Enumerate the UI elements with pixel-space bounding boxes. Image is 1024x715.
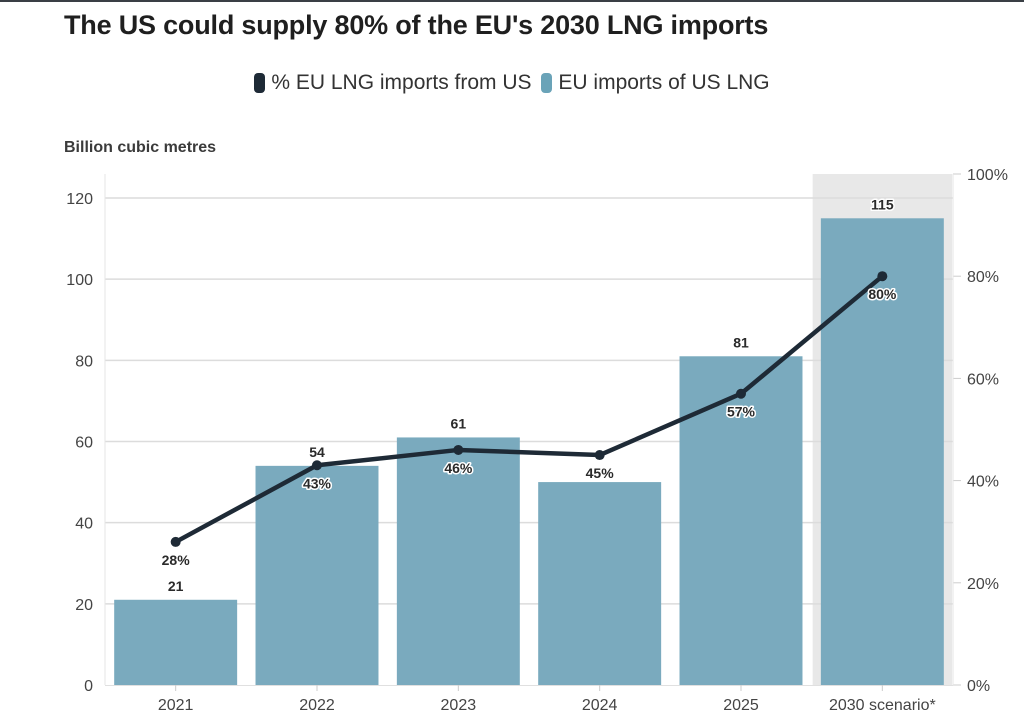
line-point [594,450,605,461]
x-tick-label: 2030 scenario* [829,697,936,714]
legend-swatch-line [254,73,266,93]
x-tick-label: 2022 [299,697,335,714]
x-tick-label: 2024 [582,697,618,714]
x-tick-label: 2021 [158,697,194,714]
y-axis-title: Billion cubic metres [64,139,217,156]
y-right-tick-label: 100% [967,167,1008,184]
line-point [453,444,464,455]
x-tick-label: 2023 [441,697,477,714]
legend-item-share[interactable]: % EU LNG imports from US [254,71,532,95]
legend-item-imports[interactable]: EU imports of US LNG [541,71,770,95]
line-value-label: 28% [162,552,191,568]
line-point [877,271,888,282]
bar [255,465,379,685]
x-tick-label: 2025 [723,697,759,714]
bar-value-label: 21 [168,578,184,594]
legend-label-imports: EU imports of US LNG [558,71,770,94]
bar [114,599,238,685]
legend-swatch-bar [541,73,553,93]
y-tick-label: 60 [75,435,93,452]
line-value-label: 45% [586,465,615,481]
y-right-tick-label: 80% [967,269,999,286]
bar-value-label: 61 [451,415,467,431]
axes-layer: 0 20 40 60 80 100 120 0% 20% 40% 60% 80% 100% 2021 202… [66,167,1008,714]
line-point [736,388,746,399]
y-tick-label: 120 [66,191,93,208]
bar [396,437,520,685]
line-value-label: 46% [444,460,473,476]
bar-value-label: 54 [309,444,325,460]
bar-value-label: 81 [733,334,749,350]
y-tick-label: 100 [66,272,93,289]
y-right-tick-label: 20% [967,576,999,593]
line-point [170,536,181,547]
line-layer [170,271,888,547]
line-point [312,460,322,471]
labels-layer: 21 54 61 81 115 28% 43% 46% 45% 57% 80% [160,195,898,595]
line-value-label: 57% [727,404,756,420]
y-right-tick-label: 0% [967,678,990,695]
y-tick-label: 0 [84,678,93,695]
y-right-tick-label: 40% [967,474,999,491]
bar [538,482,662,685]
chart-title: The US could supply 80% of the EU's 2030… [64,10,769,40]
y-tick-label: 40 [75,516,93,533]
bar [820,218,944,685]
line-value-label: 80% [868,286,897,302]
bar-value-label: 115 [871,196,894,212]
y-tick-label: 80 [75,353,93,370]
y-tick-label: 20 [75,597,93,614]
y-right-tick-label: 60% [967,371,999,388]
legend: % EU LNG imports from US EU imports of U… [0,71,1024,99]
line-value-label: 43% [303,475,332,491]
legend-label-share: % EU LNG imports from US [271,71,532,94]
gridlines-layer [105,197,953,605]
line-path [173,273,885,545]
top-border [0,0,1024,2]
